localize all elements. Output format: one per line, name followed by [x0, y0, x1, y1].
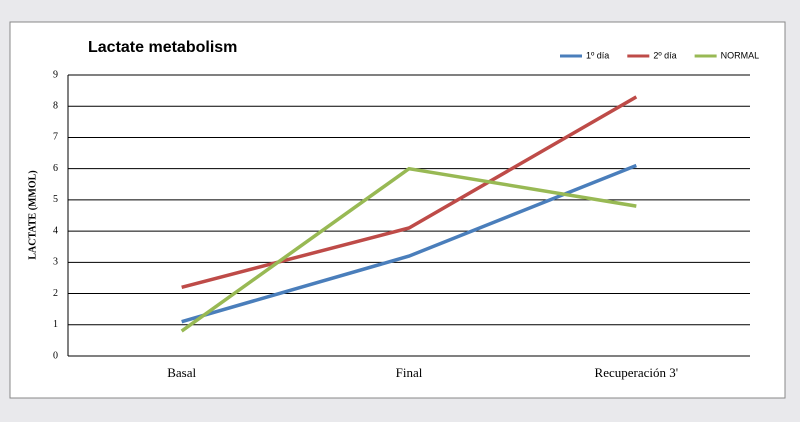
series-line — [181, 95, 638, 290]
y-tick-label: 1 — [53, 319, 58, 330]
y-tick-label: 9 — [53, 69, 58, 80]
y-tick-label: 0 — [53, 350, 58, 361]
y-tick-label: 6 — [53, 163, 58, 174]
legend-label: NORMAL — [721, 50, 760, 60]
y-tick-label: 5 — [53, 194, 58, 205]
x-tick-label: Recuperación 3' — [595, 365, 679, 380]
y-tick-label: 8 — [53, 101, 58, 112]
chart-title: Lactate metabolism — [88, 39, 237, 56]
series-line — [181, 163, 637, 324]
y-tick-label: 7 — [53, 132, 58, 143]
series-line — [180, 166, 637, 333]
legend-label: 1º día — [586, 50, 609, 60]
x-tick-label: Final — [396, 365, 423, 380]
chart-frame — [9, 21, 786, 399]
y-axis-label: LACTATE (MMOL) — [27, 170, 38, 259]
x-tick-label: Basal — [167, 365, 196, 380]
y-tick-label: 4 — [53, 225, 58, 236]
legend-label: 2º día — [653, 50, 676, 60]
y-tick-label: 3 — [53, 257, 58, 268]
y-tick-label: 2 — [53, 288, 58, 299]
